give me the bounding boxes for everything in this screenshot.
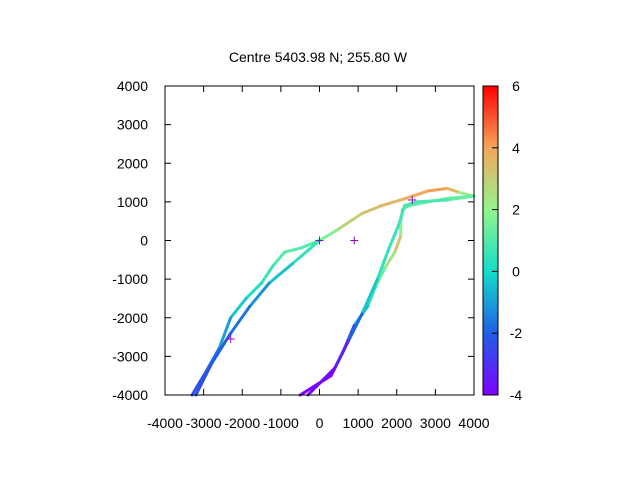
track-3-segment-5 bbox=[229, 296, 248, 320]
track-2-segment-1 bbox=[414, 198, 449, 204]
track-3-segment-3 bbox=[260, 264, 275, 285]
track-1-segment-6 bbox=[393, 235, 403, 254]
colorbar-tick-label-1: -2 bbox=[510, 325, 523, 341]
colorbar-tick-label-2: 0 bbox=[512, 263, 520, 279]
track-2-segment-0 bbox=[445, 194, 476, 202]
marker-2 bbox=[408, 195, 417, 204]
axis-ticks: -4000 -3000 -2000 -1000 0 1000 2000 3000 4000-40… bbox=[112, 78, 490, 431]
track-4-segment-4 bbox=[209, 331, 233, 366]
track-2-segment-8 bbox=[333, 339, 350, 370]
track-2-segment-7 bbox=[346, 312, 364, 343]
track-4-segment-1 bbox=[267, 262, 294, 285]
position-markers bbox=[226, 195, 417, 343]
chart-title: Centre 5403.98 N; 255.80 W bbox=[229, 49, 408, 65]
colorbar-tick-label-5: 6 bbox=[512, 78, 520, 94]
track-2-segment-6 bbox=[360, 277, 379, 316]
x-tick-label-5: 1000 bbox=[343, 415, 374, 431]
track-0-segment-2 bbox=[360, 204, 383, 215]
x-tick-label-2: -2000 bbox=[224, 415, 260, 431]
track-4-segment-2 bbox=[248, 281, 271, 308]
track-3-segment-4 bbox=[244, 281, 264, 300]
x-tick-label-8: 4000 bbox=[458, 415, 489, 431]
y-tick-label-8: 4000 bbox=[117, 78, 148, 94]
y-tick-label-2: -2000 bbox=[112, 310, 148, 326]
x-tick-label-3: -1000 bbox=[263, 415, 299, 431]
y-tick-label-6: 2000 bbox=[117, 155, 148, 171]
y-tick-label-5: 1000 bbox=[117, 194, 148, 210]
x-tick-label-1: -3000 bbox=[186, 415, 222, 431]
colorbar-tick-label-3: 2 bbox=[512, 202, 520, 218]
y-tick-label-0: -4000 bbox=[112, 387, 148, 403]
marker-3 bbox=[226, 334, 235, 343]
track-3-segment-8 bbox=[190, 374, 206, 397]
track-0-segment-0 bbox=[318, 227, 341, 242]
track-2-segment-2 bbox=[402, 200, 418, 208]
marker-0 bbox=[315, 236, 324, 245]
track-1-segment-9 bbox=[366, 285, 378, 308]
track-3-segment-2 bbox=[271, 250, 287, 268]
x-tick-label-7: 3000 bbox=[420, 415, 451, 431]
track-1-segment-8 bbox=[374, 266, 387, 289]
track-0-segment-3 bbox=[379, 197, 406, 208]
x-tick-label-0: -4000 bbox=[147, 415, 183, 431]
track-1-segment-7 bbox=[383, 250, 397, 270]
track-0-segment-5 bbox=[426, 186, 449, 193]
track-2-segment-9 bbox=[306, 366, 337, 397]
track-4-segment-3 bbox=[229, 304, 252, 335]
colorbar-ticks: -4 -2 0 2 4 6 bbox=[492, 78, 522, 403]
track-2-segment-5 bbox=[375, 246, 391, 281]
x-tick-label-4: 0 bbox=[316, 415, 324, 431]
track-0-segment-6 bbox=[445, 186, 461, 194]
y-tick-label-4: 0 bbox=[140, 233, 148, 249]
data-tracks bbox=[190, 186, 476, 397]
track-3-segment-1 bbox=[283, 246, 302, 254]
track-0-segment-4 bbox=[402, 189, 430, 201]
track-0-segment-1 bbox=[337, 211, 364, 231]
track-4-segment-5 bbox=[194, 362, 213, 397]
y-tick-label-7: 3000 bbox=[117, 117, 148, 133]
colorbar-tick-label-4: 4 bbox=[512, 140, 520, 156]
x-tick-label-6: 2000 bbox=[381, 415, 412, 431]
colorbar-tick-label-0: -4 bbox=[510, 387, 523, 403]
y-tick-label-1: -3000 bbox=[112, 348, 148, 364]
track-4-segment-0 bbox=[290, 239, 321, 266]
y-tick-label-3: -1000 bbox=[112, 271, 148, 287]
track-2-segment-3 bbox=[397, 204, 406, 227]
colorbar bbox=[482, 85, 499, 396]
marker-1 bbox=[350, 236, 359, 245]
track-3-segment-6 bbox=[217, 316, 233, 351]
track-2-segment-4 bbox=[387, 223, 401, 250]
